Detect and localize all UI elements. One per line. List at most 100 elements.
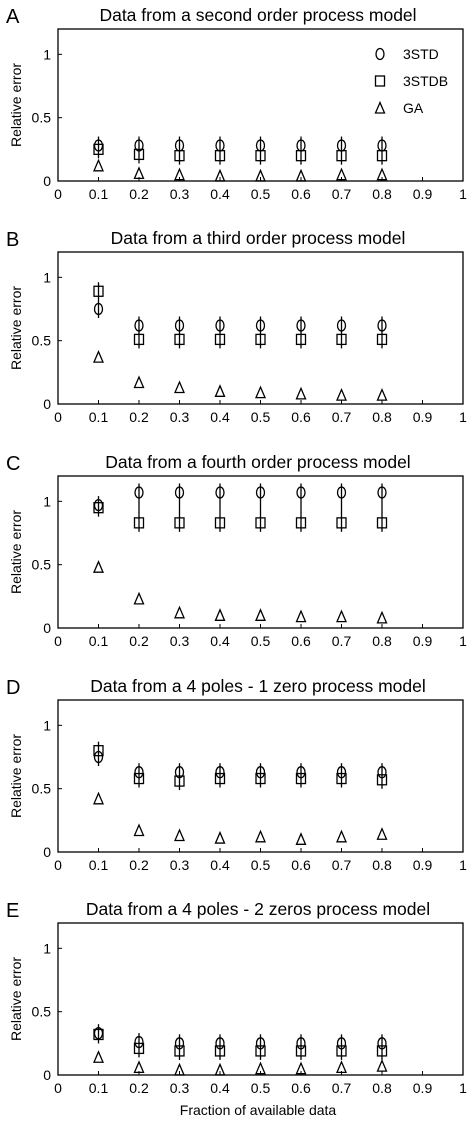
data-point-3std (215, 766, 225, 779)
x-tick-label: 0.4 (210, 186, 230, 202)
x-tick-label: 0 (54, 633, 62, 649)
data-point-3std (134, 1035, 144, 1049)
data-point-3std (336, 766, 347, 779)
data-point-ga (214, 1062, 226, 1076)
panel-title: Data from a 4 poles - 2 zeros process mo… (86, 899, 430, 919)
data-point-3stdb (255, 517, 266, 529)
data-point-3std (255, 1037, 266, 1050)
x-tick-label: 0.8 (372, 857, 392, 873)
data-point-3stdb (214, 333, 226, 346)
data-point-3stdb (295, 517, 307, 529)
data-point-3std (377, 319, 387, 332)
data-point-ga (255, 608, 266, 621)
data-point-3std (377, 766, 387, 779)
y-tick-label: 1 (43, 717, 51, 733)
series-3stdb (93, 1028, 388, 1057)
data-point-ga (133, 823, 145, 837)
y-axis-label: Relative error (8, 63, 24, 147)
data-point-3stdb (255, 150, 266, 162)
series-3std (93, 750, 387, 779)
y-axis-label: Relative error (8, 957, 24, 1041)
panel-title: Data from a second order process model (99, 5, 416, 25)
data-point-3std (296, 486, 306, 499)
data-point-ga (376, 827, 388, 840)
data-point-3stdb (93, 143, 104, 155)
data-point-ga (255, 1061, 266, 1075)
x-tick-label: 0.9 (413, 1080, 433, 1096)
y-tick-label: 0.5 (32, 333, 52, 349)
x-tick-label: 1 (459, 186, 467, 202)
data-point-3stdb (174, 150, 185, 162)
data-point-ga (174, 167, 185, 181)
series-3stdb (93, 143, 388, 162)
x-tick-label: 0.9 (413, 633, 433, 649)
data-point-3std (255, 486, 266, 499)
data-point-3stdb (336, 772, 347, 785)
data-point-3stdb (336, 517, 347, 529)
panel-title: Data from a fourth order process model (105, 452, 410, 472)
y-tick-label: 0.5 (32, 110, 52, 126)
data-point-3std (134, 319, 144, 332)
data-point-ga (93, 158, 104, 172)
y-tick-label: 1 (43, 940, 51, 956)
x-tick-label: 0.4 (210, 1080, 230, 1096)
data-point-3stdb (336, 150, 347, 162)
x-tick-label: 0.8 (372, 633, 392, 649)
x-tick-label: 0.7 (332, 857, 352, 873)
x-tick-label: 0 (54, 409, 62, 425)
data-point-ga (295, 609, 307, 623)
x-tick-label: 0.4 (210, 857, 230, 873)
data-point-3stdb (376, 517, 388, 529)
data-point-3stdb (214, 1045, 226, 1057)
data-point-3stdb (93, 745, 104, 757)
x-tick-label: 0.1 (89, 633, 109, 649)
series-3stdb (93, 745, 388, 787)
x-tick-label: 1 (459, 409, 467, 425)
data-point-3std (174, 319, 185, 332)
data-point-3stdb (214, 517, 226, 529)
data-point-ga (376, 167, 388, 181)
data-point-3stdb (174, 1045, 185, 1057)
data-point-3stdb (93, 1028, 104, 1041)
panel-title: Data from a third order process model (111, 228, 406, 248)
x-tick-label: 0.6 (291, 1080, 311, 1096)
y-axis-label: Relative error (8, 286, 24, 370)
x-tick-label: 1 (459, 1080, 467, 1096)
x-tick-label: 0.9 (413, 186, 433, 202)
y-tick-label: 1 (43, 269, 51, 285)
data-point-ga (133, 375, 145, 389)
data-point-3stdb (295, 333, 307, 346)
data-point-ga (93, 791, 104, 805)
data-point-3stdb (255, 1045, 266, 1057)
data-point-ga (376, 610, 388, 624)
y-tick-label: 0.5 (32, 781, 52, 797)
data-point-ga (133, 591, 145, 605)
data-point-ga (133, 1060, 145, 1074)
y-tick-label: 1 (43, 493, 51, 509)
data-point-3std (296, 766, 306, 779)
series-ga (93, 1050, 388, 1076)
panel-letter: D (6, 677, 20, 699)
data-point-3stdb (295, 150, 307, 162)
x-tick-label: 0.1 (89, 1080, 109, 1096)
x-tick-label: 0.5 (251, 186, 271, 202)
x-tick-label: 0 (54, 857, 62, 873)
x-tick-label: 0.3 (170, 186, 190, 202)
x-tick-label: 0.1 (89, 409, 109, 425)
legend: 3STD 3STDB GA (374, 46, 448, 116)
data-point-3stdb (214, 772, 226, 785)
series-3std (93, 486, 387, 512)
data-point-3stdb (133, 517, 145, 529)
data-point-3std (215, 319, 225, 332)
data-point-3stdb (336, 333, 347, 346)
x-tick-label: 0.5 (251, 1080, 271, 1096)
x-tick-label: 0.2 (129, 409, 149, 425)
panel-letter: A (6, 6, 20, 28)
data-point-ga (255, 168, 266, 182)
data-point-3stdb (214, 150, 226, 162)
y-tick-label: 1 (43, 46, 51, 62)
panel-letter: B (6, 229, 19, 251)
data-point-ga (133, 166, 145, 180)
x-tick-label: 0.5 (251, 857, 271, 873)
x-tick-label: 0.2 (129, 186, 149, 202)
